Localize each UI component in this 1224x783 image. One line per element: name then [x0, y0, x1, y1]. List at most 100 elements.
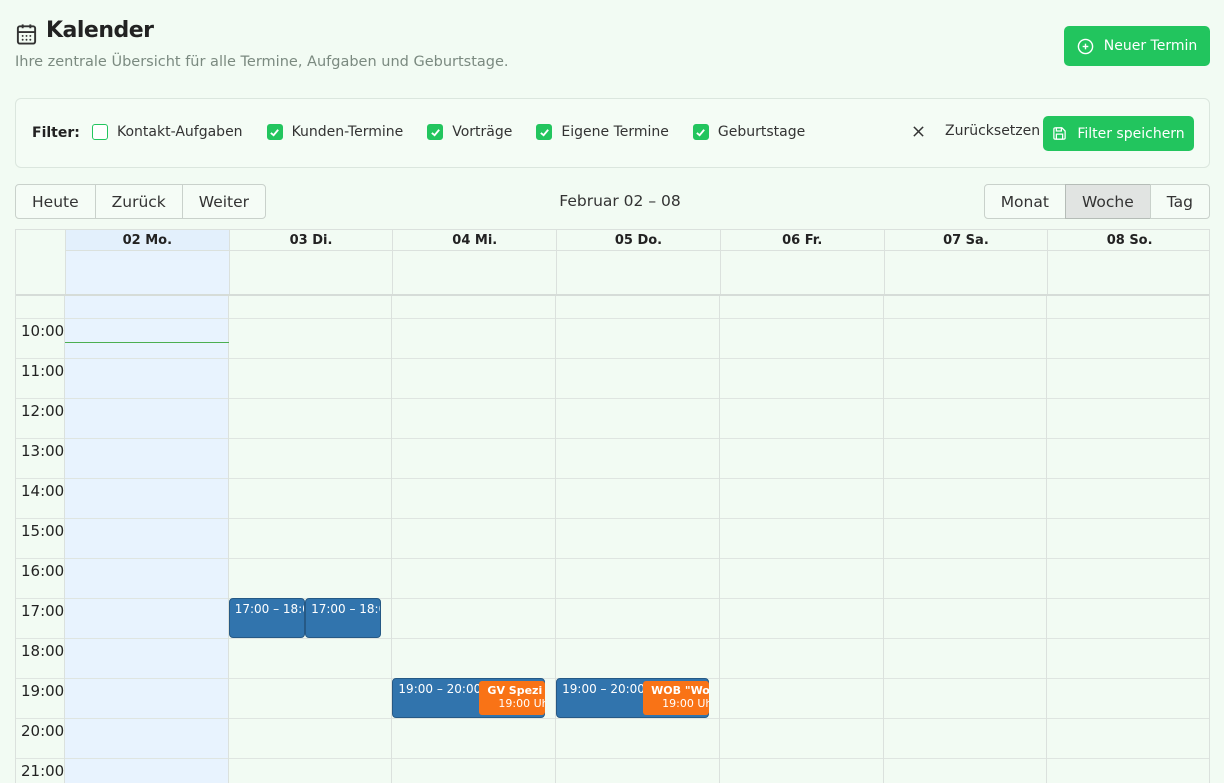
- lecture-time: 19:00 Uhr: [498, 697, 545, 710]
- all-day-cell: [1047, 251, 1209, 294]
- day-divider: [882, 296, 884, 783]
- check-icon: [430, 128, 440, 137]
- filter-option-label: Eigene Termine: [561, 124, 669, 140]
- day-divider: [555, 296, 557, 783]
- today-column: [65, 296, 229, 783]
- day-header: 05 Do.: [556, 230, 720, 251]
- hour-label: 13:00: [21, 442, 65, 460]
- hour-line: [16, 398, 1209, 399]
- checkbox[interactable]: [427, 124, 444, 140]
- day-header: 02 Mo.: [65, 230, 229, 251]
- day-divider: [64, 296, 65, 783]
- day-header: 06 Fr.: [719, 230, 884, 251]
- filter-bar: Filter: Kontakt-Aufgaben Kunden-Termine Vo…: [15, 98, 1210, 168]
- hour-label: 15:00: [21, 522, 65, 540]
- hour-label: 20:00: [21, 722, 65, 740]
- save-icon: [1053, 127, 1067, 140]
- nav-button[interactable]: Heute: [15, 184, 96, 219]
- checkbox[interactable]: [266, 124, 283, 140]
- nav-buttons: Heute Zurück Weiter: [15, 184, 267, 219]
- all-day-cell: [65, 251, 229, 294]
- view-button[interactable]: Woche: [1064, 184, 1151, 219]
- hour-line: [16, 558, 1209, 559]
- view-button[interactable]: Tag: [1149, 184, 1210, 219]
- check-icon: [696, 128, 706, 137]
- lecture-title: WOB "Wo: [651, 684, 709, 697]
- all-day-cell: [719, 251, 884, 294]
- checkbox[interactable]: [692, 124, 709, 140]
- check-icon: [270, 128, 279, 137]
- check-icon: [540, 128, 549, 137]
- filter-option[interactable]: Kunden-Termine: [266, 124, 404, 140]
- hour-label: 09:00: [21, 296, 64, 300]
- day-header: 08 So.: [1047, 230, 1209, 251]
- hour-line: [16, 318, 1209, 319]
- view-buttons: Monat Woche Tag: [983, 184, 1210, 219]
- current-time-line: [65, 342, 229, 343]
- checkbox[interactable]: [92, 124, 108, 140]
- hour-line: [16, 638, 1209, 639]
- filter-option-label: Vorträge: [452, 124, 513, 140]
- day-divider: [718, 296, 720, 783]
- new-appointment-button[interactable]: Neuer Termin: [1064, 26, 1210, 66]
- hour-label: 16:00: [21, 562, 65, 580]
- filter-option[interactable]: Kontakt-Aufgaben: [92, 124, 243, 140]
- reset-label: Zurücksetzen: [945, 123, 1041, 139]
- day-divider: [391, 296, 393, 783]
- hour-line: [16, 358, 1209, 359]
- filter-option[interactable]: Eigene Termine: [536, 124, 669, 140]
- all-day-cell: [556, 251, 720, 294]
- nav-button[interactable]: Weiter: [181, 184, 267, 219]
- filter-option-label: Geburtstage: [717, 124, 806, 140]
- view-button[interactable]: Monat: [983, 184, 1066, 219]
- hour-label: 11:00: [21, 362, 65, 380]
- button-label: Neuer Termin: [1103, 38, 1198, 54]
- reset-button[interactable]: Zurücksetzen: [912, 123, 1040, 139]
- filter-option[interactable]: Vorträge: [427, 124, 512, 140]
- nav-button[interactable]: Zurück: [94, 184, 183, 219]
- day-header: 03 Di.: [228, 230, 393, 251]
- hour-line: [16, 438, 1209, 439]
- hour-label: 21:00: [21, 762, 65, 780]
- save-filter-button[interactable]: Filter speichern: [1043, 116, 1194, 151]
- hour-line: [16, 518, 1209, 519]
- hour-line: [16, 758, 1209, 759]
- week-calendar: 09:00 10:00 11:00 12:00 13:00 14:00 15:00 16:00…: [15, 229, 1210, 783]
- hour-label: 10:00: [21, 322, 65, 340]
- day-divider: [227, 296, 229, 783]
- lecture-title-row: WOB "Wo: [647, 684, 709, 697]
- filter-options: Kontakt-Aufgaben Kunden-Termine Vorträge Ei…: [92, 124, 805, 140]
- filter-option[interactable]: Geburtstage: [692, 124, 806, 140]
- appointment[interactable]: 17:00 – 18:00: [305, 598, 382, 638]
- all-day-cell: [883, 251, 1048, 294]
- hour-line: [16, 598, 1209, 599]
- day-header: 04 Mi.: [392, 230, 557, 251]
- time-grid: 09:00 10:00 11:00 12:00 13:00 14:00 15:00 16:00…: [16, 294, 1209, 783]
- button-label: Filter speichern: [1077, 125, 1185, 142]
- lecture-title-row: GV Spezi: [483, 684, 542, 697]
- hour-label: 12:00: [21, 402, 65, 420]
- plus-icon: [1077, 38, 1094, 54]
- all-day-cell: [392, 251, 556, 294]
- filter-option-label: Kunden-Termine: [291, 124, 404, 140]
- page-subtitle: Ihre zentrale Übersicht für alle Termine…: [15, 54, 509, 70]
- hour-label: 19:00: [21, 682, 65, 700]
- hour-label: 18:00: [21, 642, 65, 660]
- page-title: Kalender: [46, 18, 154, 43]
- hour-line: [16, 478, 1209, 479]
- lecture-time: 19:00 Uhr: [662, 697, 709, 710]
- calendar-icon: [16, 24, 37, 45]
- date-range: Februar 02 – 08: [559, 192, 681, 210]
- appointment[interactable]: 17:00 – 18:00: [228, 598, 306, 638]
- checkbox[interactable]: [536, 124, 553, 140]
- all-day-cell: [228, 251, 393, 294]
- close-icon: [913, 125, 924, 137]
- day-divider: [1046, 296, 1048, 783]
- hour-line: [16, 718, 1209, 719]
- hour-label: 17:00: [21, 602, 65, 620]
- hour-label: 14:00: [21, 482, 65, 500]
- filter-option-label: Kontakt-Aufgaben: [117, 124, 243, 140]
